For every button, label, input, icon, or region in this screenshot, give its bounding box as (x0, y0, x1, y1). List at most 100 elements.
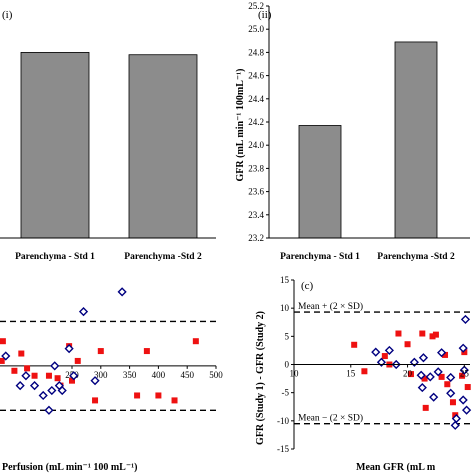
square-point-2 (0, 357, 5, 364)
category-label-1: Parenchyma - Std 1 (280, 252, 360, 262)
diamond-point-5 (38, 390, 48, 401)
bar-2 (128, 54, 198, 239)
y-tick-label-6: 24.2 (248, 117, 264, 127)
x-tick-label-1: 10 (290, 369, 300, 379)
y-tick-label-6: 10 (280, 303, 290, 313)
diamond-point-12 (446, 372, 456, 383)
square-point-6 (404, 341, 411, 348)
square-point-13 (438, 373, 445, 380)
square-point-13 (92, 397, 99, 404)
diamond-point-18 (459, 365, 469, 375)
diamond-point-19 (460, 314, 471, 325)
y-tick-label-2: 23.4 (248, 210, 264, 220)
category-label-1: Parenchyma - Std 1 (15, 252, 95, 262)
square-point-16 (192, 338, 199, 345)
diamond-point-2 (15, 381, 25, 391)
y-tick-label-3: -5 (282, 388, 290, 398)
square-point-4 (11, 367, 18, 374)
bar-1 (20, 52, 90, 239)
panel-i-category-labels: Parenchyma - Std 1 Parenchyma -Std 2 (15, 252, 202, 262)
diamond-point-1 (1, 351, 11, 361)
y-tick-label-8: 24.6 (248, 71, 264, 81)
diamond-point-13 (429, 392, 439, 402)
square-point-7 (407, 371, 414, 378)
diamond-point-15 (450, 420, 460, 430)
panel-ii-label: (ii) (258, 9, 272, 21)
panel-c-data-points (351, 314, 472, 430)
y-tick-label-7: 15 (280, 275, 290, 285)
category-label-2: Parenchyma -Std 2 (377, 252, 455, 262)
diamond-point-8 (425, 372, 435, 382)
y-tick-label-11: 25.2 (248, 1, 264, 11)
square-point-8 (419, 330, 426, 337)
perfusion-limit-lines (0, 320, 216, 411)
perfusion-x-axis-label: Perfusion (mL min⁻¹ 100 mL⁻¹) (2, 462, 137, 473)
x-tick-label-3: 350 (123, 370, 137, 380)
panel-ii-category-labels: Parenchyma - Std 1 Parenchyma -Std 2 (280, 252, 455, 262)
diamond-point-7 (47, 385, 57, 396)
square-point-7 (45, 372, 52, 379)
panel-c-label: (c) (301, 280, 314, 292)
square-point-14 (442, 351, 449, 358)
y-tick-label-2: -10 (277, 416, 289, 426)
panel-i-bars (20, 52, 198, 239)
square-point-15 (444, 381, 451, 388)
diamond-point-14 (446, 388, 456, 398)
diamond-point-13 (78, 307, 89, 317)
diamond-point-15 (117, 287, 127, 297)
diamond-point-11 (437, 348, 447, 358)
diamond-point-6 (44, 405, 54, 415)
square-point-10 (422, 404, 429, 411)
square-point-18 (155, 392, 162, 399)
diamond-point-3 (21, 371, 31, 381)
panel-i-bar-chart: (i) Parenchyma - Std 1 Parenchyma -Std 2 (0, 9, 216, 262)
x-tick-label-4: 25 (460, 369, 470, 379)
diamond-point-7 (418, 353, 429, 363)
square-point-1 (351, 341, 358, 348)
y-tick-label-4: 23.8 (248, 163, 264, 173)
square-point-19 (171, 397, 178, 404)
y-tick-label-5: 24.0 (248, 140, 264, 150)
panel-ii-bar-chart: (ii) GFR (mL min⁻¹ 100mL⁻¹) 23.2 23.4 23.6… (235, 1, 470, 262)
bar-2 (394, 41, 438, 239)
square-point-11 (74, 357, 81, 364)
square-point-10 (69, 377, 75, 384)
square-point-19 (461, 349, 468, 356)
panel-ii-y-axis-label: GFR (mL min⁻¹ 100mL⁻¹) (235, 69, 246, 182)
bar-1 (298, 125, 342, 239)
y-tick-label-1: -15 (277, 444, 289, 454)
diamond-point-14 (90, 376, 100, 386)
square-point-5 (395, 330, 402, 337)
square-point-6 (31, 372, 38, 379)
diamond-point-12 (69, 371, 79, 381)
x-tick-label-3: 20 (403, 369, 413, 379)
diamond-point-17 (458, 395, 468, 405)
category-label-2: Parenchyma -Std 2 (124, 252, 202, 262)
perfusion-x-ticks: 250300350400450500 (65, 365, 223, 380)
y-tick-label-3: 23.6 (248, 187, 264, 197)
panel-c-upper-limit-label: Mean + (2 × SD) (298, 301, 363, 312)
panel-ii-bars (298, 41, 438, 239)
square-point-16 (449, 399, 456, 406)
panel-c-x-ticks: 10 15 20 25 (290, 364, 470, 379)
y-tick-label-4: 0 (285, 360, 290, 370)
x-tick-label-5: 450 (180, 370, 194, 380)
x-tick-label-2: 300 (94, 370, 108, 380)
y-tick-label-5: 5 (285, 331, 290, 341)
panel-c-limit-lines (294, 311, 470, 425)
panel-c-y-axis-label: GFR (Study 1) - GFR (Study 2) (255, 311, 266, 445)
diamond-point-4 (29, 381, 40, 391)
panel-i-label: (i) (2, 9, 13, 21)
diamond-point-20 (458, 343, 468, 353)
x-tick-label-2: 15 (346, 369, 356, 379)
y-tick-label-7: 24.4 (248, 94, 264, 104)
square-point-8 (54, 375, 61, 382)
panel-ii-y-ticks: 23.2 23.4 23.6 23.8 24.0 24.2 24.4 24.6 24.8 25.0… (248, 1, 269, 243)
square-point-3 (18, 350, 25, 357)
y-tick-label-1: 23.2 (248, 233, 264, 243)
square-point-2 (361, 368, 368, 375)
diamond-point-5 (409, 357, 419, 367)
square-point-12 (432, 331, 439, 338)
square-point-1 (0, 338, 6, 345)
